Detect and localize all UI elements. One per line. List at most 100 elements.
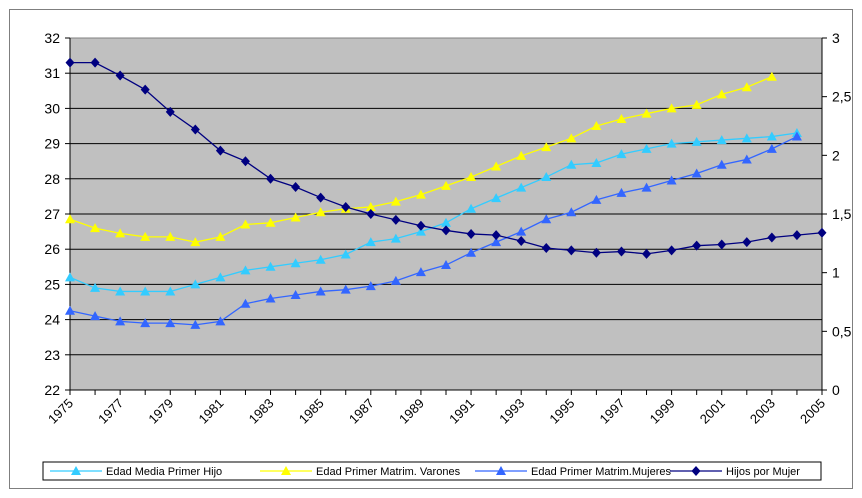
data-point [190, 124, 200, 135]
data-point [341, 201, 351, 212]
legend-label: Edad Primer Matrim. Varones [316, 466, 461, 478]
data-point [340, 249, 351, 259]
data-point [616, 113, 627, 123]
data-point [716, 159, 727, 169]
data-point [65, 305, 75, 315]
data-point [491, 161, 502, 171]
chart-frame: 22 23 24 25 26 27 28 29 30 31 32 0 0,5 1 1,5 2 2,5 3 197… [9, 9, 853, 489]
data-point [416, 220, 426, 231]
data-point [165, 106, 175, 117]
data-point [541, 172, 552, 182]
data-point [115, 316, 126, 326]
x-tick-label: 1985 [296, 396, 327, 427]
data-point [466, 172, 477, 182]
legend: Edad Media Primer Hijo Edad Primer Matrim… [42, 461, 822, 481]
data-point [666, 103, 677, 113]
y-left-tick-label: 23 [44, 347, 60, 363]
data-point [491, 230, 501, 241]
data-point [90, 311, 101, 321]
data-point [716, 135, 727, 145]
data-point [466, 247, 477, 257]
x-tick-label: 1993 [496, 396, 527, 427]
legend-label: Hijos por Mujer [726, 466, 800, 478]
data-point [140, 84, 150, 95]
data-point [591, 157, 602, 167]
data-point [591, 194, 602, 204]
data-point [215, 272, 226, 282]
data-point [691, 99, 702, 109]
data-point [441, 217, 451, 227]
data-point [140, 318, 151, 328]
x-tick-label: 1991 [446, 396, 477, 427]
data-point [717, 239, 727, 250]
y-left-tick-label: 27 [44, 206, 60, 222]
x-tick-label: 2001 [697, 396, 728, 427]
data-point [140, 231, 151, 241]
data-point [466, 228, 476, 239]
x-tick-label: 1999 [647, 396, 678, 427]
data-point [616, 149, 627, 159]
data-point [265, 261, 276, 271]
y-right-tick-label: 3 [832, 30, 840, 46]
data-point [741, 82, 752, 92]
data-point [240, 156, 250, 167]
x-tick-label: 1983 [246, 396, 277, 427]
legend-label: Edad Media Primer Hijo [106, 466, 222, 478]
data-point [415, 189, 426, 199]
y-right-tick-label: 2 [832, 147, 840, 163]
data-point [290, 212, 301, 222]
data-point [266, 173, 276, 184]
y-right-tick-label: 0,5 [832, 323, 852, 339]
data-point [666, 175, 677, 185]
data-point [441, 260, 451, 270]
data-point [190, 319, 201, 329]
data-point [791, 131, 802, 141]
data-point [315, 254, 326, 264]
data-point [566, 133, 577, 143]
data-point [140, 286, 151, 296]
series-line-2 [69, 135, 798, 326]
data-point [641, 182, 652, 192]
data-point [641, 108, 652, 118]
data-point [491, 237, 502, 247]
data-point [616, 246, 626, 257]
data-point [466, 203, 477, 213]
y-axis-right-ticks: 0 0,5 1 1,5 2 2,5 3 [832, 30, 852, 398]
data-point [290, 258, 301, 268]
data-point [742, 237, 752, 248]
data-point [516, 226, 527, 236]
data-point [90, 57, 100, 68]
data-point [766, 131, 777, 141]
data-point [265, 293, 276, 303]
data-point [741, 154, 752, 164]
data-point [90, 223, 101, 233]
data-point [415, 226, 426, 236]
data-point [566, 159, 577, 169]
x-axis-ticks: 1975 1977 1979 1981 1983 1985 1987 1989 1991 1993… [45, 396, 828, 427]
data-point [516, 235, 526, 246]
data-point [365, 281, 376, 291]
y-left-tick-label: 25 [44, 276, 60, 292]
data-point [65, 57, 75, 68]
x-tick-label: 1997 [597, 396, 628, 427]
y-left-tick-label: 24 [44, 312, 60, 328]
data-point [541, 214, 552, 224]
data-point [115, 286, 126, 296]
data-point [115, 228, 126, 238]
data-point [390, 275, 401, 285]
data-point [366, 209, 376, 219]
x-tick-label: 1987 [346, 396, 377, 427]
data-point [716, 89, 727, 99]
data-point [215, 316, 226, 326]
legend-swatch-marker [71, 466, 81, 475]
data-point [666, 138, 677, 148]
data-point [766, 143, 777, 153]
data-point [766, 71, 777, 81]
y-left-tick-label: 31 [44, 65, 60, 81]
data-point [516, 182, 527, 192]
data-point [491, 193, 502, 203]
y-left-tick-label: 22 [44, 382, 60, 398]
data-point [591, 121, 602, 130]
data-point [90, 282, 101, 292]
data-point [115, 70, 125, 81]
